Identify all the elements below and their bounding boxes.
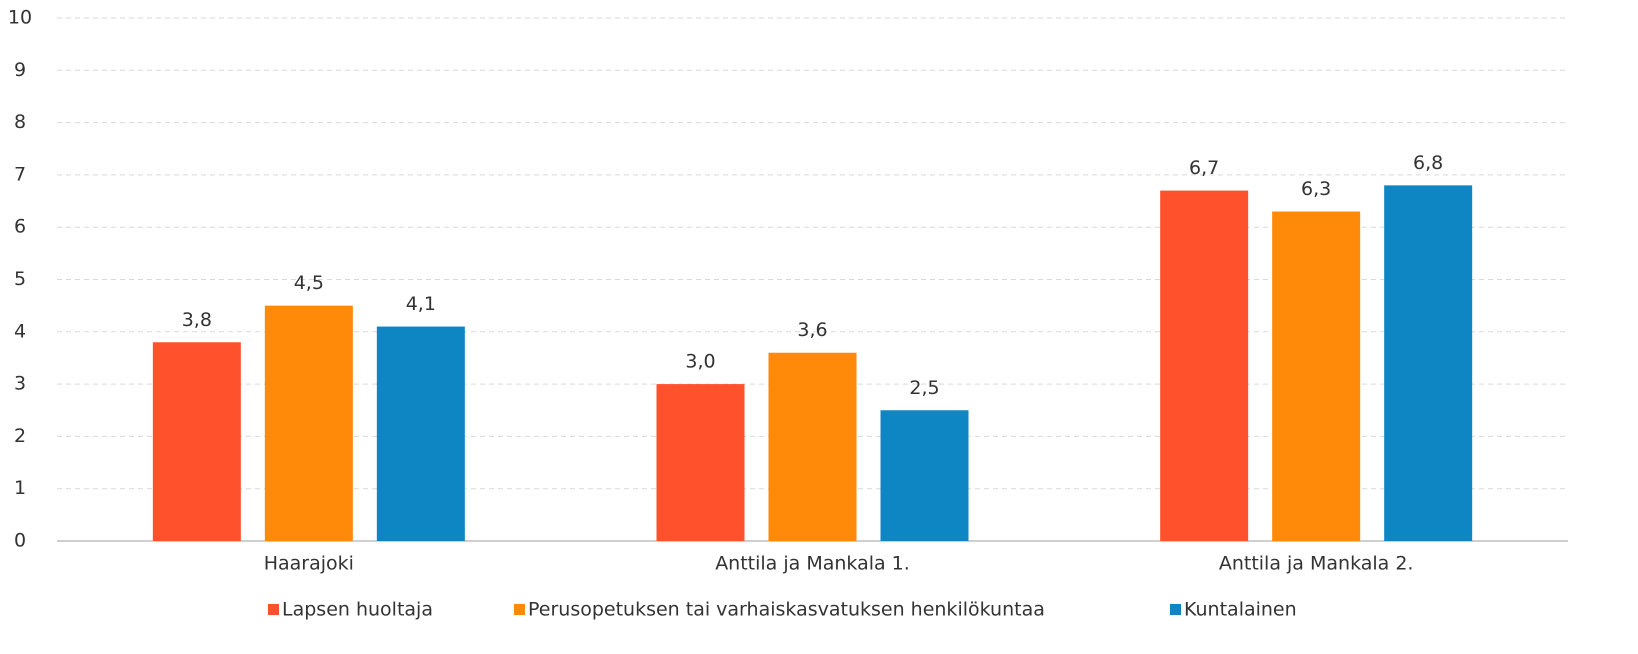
data-label: 6,3 [1301, 178, 1331, 200]
x-tick-label: Anttila ja Mankala 2. [1219, 553, 1414, 575]
data-label: 3,0 [685, 351, 715, 373]
bar [1384, 185, 1473, 542]
y-tick-label: 9 [14, 59, 26, 81]
x-tick-label: Haarajoki [264, 553, 354, 575]
y-tick-label: 7 [14, 163, 26, 185]
data-label: 6,7 [1189, 157, 1219, 179]
data-label: 3,8 [182, 309, 212, 331]
legend-swatch [1170, 604, 1181, 615]
data-label: 3,6 [797, 319, 827, 341]
bar [656, 384, 745, 541]
data-label: 4,5 [294, 272, 324, 294]
bar [1272, 211, 1361, 541]
y-tick-label: 8 [14, 111, 26, 133]
legend-label: Perusopetuksen tai varhaiskasvatuksen he… [528, 599, 1045, 621]
y-tick-label: 2 [14, 425, 26, 447]
legend-swatch [514, 604, 525, 615]
bar [1160, 190, 1249, 541]
y-tick-label: 0 [14, 530, 26, 552]
y-tick-label: 1 [14, 477, 26, 499]
y-tick-label: 3 [14, 373, 26, 395]
data-label: 4,1 [406, 293, 436, 315]
bar [376, 326, 465, 541]
bar [880, 410, 969, 541]
legend-swatch [268, 604, 279, 615]
y-tick-label: 10 [8, 7, 32, 29]
x-tick-label: Anttila ja Mankala 1. [715, 553, 910, 575]
legend-label: Lapsen huoltaja [282, 599, 433, 621]
y-tick-label: 6 [14, 216, 26, 238]
bar [264, 305, 353, 541]
y-tick-label: 5 [14, 268, 26, 290]
bar [768, 352, 857, 541]
data-label: 6,8 [1413, 152, 1443, 174]
y-tick-label: 4 [14, 320, 26, 342]
bar [152, 342, 241, 541]
legend-label: Kuntalainen [1184, 599, 1297, 621]
data-label: 2,5 [909, 377, 939, 399]
